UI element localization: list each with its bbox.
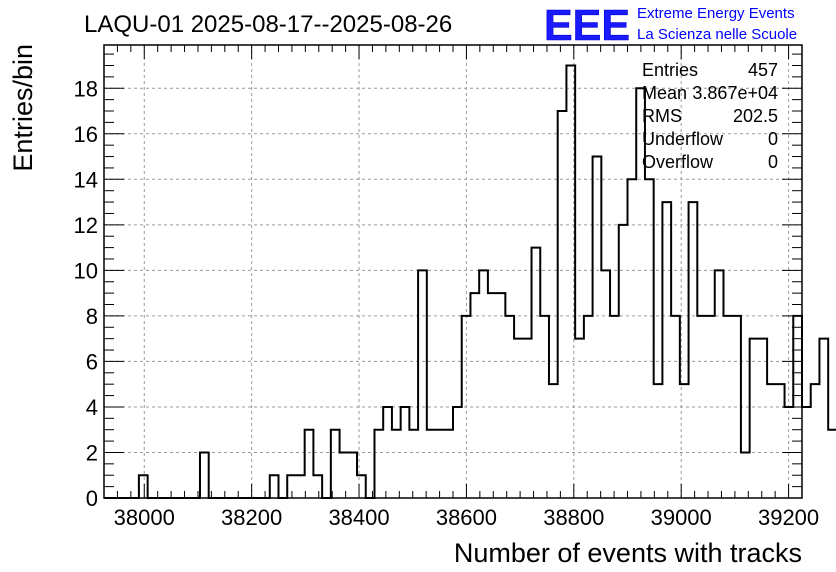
histogram-bin: [427, 430, 436, 498]
y-tick-label: 0: [86, 486, 98, 511]
histogram-bin: [767, 384, 776, 498]
histogram-bin: [479, 270, 488, 498]
histogram-bin: [532, 248, 541, 498]
histogram-bin: [811, 384, 820, 498]
x-tick-label: 38200: [221, 505, 282, 530]
histogram-bin: [514, 339, 523, 498]
histogram-bin: [750, 339, 759, 498]
histogram-bin: [348, 452, 357, 498]
x-tick-label: 38000: [114, 505, 175, 530]
histogram-bin: [654, 384, 663, 498]
histogram-bin: [628, 179, 637, 498]
x-axis-title: Number of events with tracks: [454, 538, 802, 568]
logo-line-1: Extreme Energy Events: [637, 5, 795, 22]
histogram-bin: [828, 430, 836, 498]
logo-mark: EEE: [544, 1, 630, 50]
histogram-bin: [645, 179, 654, 498]
x-tick-label: 38600: [436, 505, 497, 530]
stat-label-rms: RMS: [642, 106, 682, 126]
y-tick-label: 2: [86, 440, 98, 465]
histogram-bin: [549, 384, 558, 498]
y-tick-label: 8: [86, 304, 98, 329]
histogram-bin: [488, 293, 497, 498]
y-tick-label: 6: [86, 349, 98, 374]
histogram-bin: [313, 475, 322, 498]
x-tick-label: 39200: [758, 505, 819, 530]
histogram-bin: [776, 384, 785, 498]
histogram-bin: [436, 430, 445, 498]
histogram-bin: [409, 430, 418, 498]
histogram-bin: [819, 339, 828, 498]
stat-value-rms: 202.5: [733, 106, 778, 126]
histogram-bin: [636, 88, 645, 498]
stat-value-entries: 457: [748, 60, 778, 80]
stat-label-overflow: Overflow: [642, 152, 714, 172]
y-axis-title: Entries/bin: [8, 44, 38, 172]
histogram-bin: [758, 339, 767, 498]
histogram-bin: [601, 270, 610, 498]
x-axis-ticks: 38000 38200 38400 38600 38800 39000 39200: [103, 45, 819, 530]
histogram-bin: [470, 293, 479, 498]
histogram-bin: [593, 157, 602, 498]
histogram-bin: [392, 430, 401, 498]
histogram-bin: [444, 430, 453, 498]
x-tick-label: 38400: [328, 505, 389, 530]
histogram-bin: [497, 293, 506, 498]
y-tick-label: 4: [86, 395, 98, 420]
histogram-bin: [200, 452, 209, 498]
x-tick-label: 38800: [543, 505, 604, 530]
histogram-bin: [357, 475, 366, 498]
histogram-bin: [802, 407, 811, 498]
histogram-bin: [374, 430, 383, 498]
histogram-bin: [689, 202, 698, 498]
stat-label-entries: Entries: [642, 60, 698, 80]
eee-logo: EEE Extreme Energy Events La Scienza nel…: [544, 1, 797, 51]
histogram-bin: [662, 202, 671, 498]
histogram-bin: [340, 452, 349, 498]
stat-value-mean: 3.867e+04: [692, 83, 778, 103]
histogram-bin: [558, 111, 567, 498]
y-tick-label: 10: [74, 258, 98, 283]
y-tick-label: 18: [74, 76, 98, 101]
histogram-bin: [270, 475, 279, 498]
histogram-bin: [305, 430, 314, 498]
stat-value-overflow: 0: [768, 152, 778, 172]
y-tick-label: 16: [74, 122, 98, 147]
histogram-outline: [104, 64, 836, 499]
y-tick-label: 14: [74, 167, 98, 192]
chart-title: LAQU-01 2025-08-17--2025-08-26: [84, 11, 452, 38]
histogram-bin: [715, 270, 724, 498]
histogram-bin: [418, 270, 427, 498]
histogram-bin: [331, 430, 340, 498]
histogram-series: [104, 64, 836, 499]
histogram-bin: [523, 339, 532, 498]
y-axis-ticks: 0 2 4 6 8 10 12 14 16 18: [74, 53, 802, 511]
histogram-bin: [296, 475, 305, 498]
x-tick-label: 39000: [651, 505, 712, 530]
histogram-bin: [139, 475, 148, 498]
stats-box: Entries 457 Mean 3.867e+04 RMS 202.5 Und…: [642, 60, 778, 172]
logo-line-2: La Scienza nelle Scuole: [637, 26, 797, 43]
stat-value-underflow: 0: [768, 129, 778, 149]
histogram-bin: [575, 339, 584, 498]
y-tick-label: 12: [74, 213, 98, 238]
stat-label-underflow: Underflow: [642, 129, 724, 149]
stat-label-mean: Mean: [642, 83, 687, 103]
